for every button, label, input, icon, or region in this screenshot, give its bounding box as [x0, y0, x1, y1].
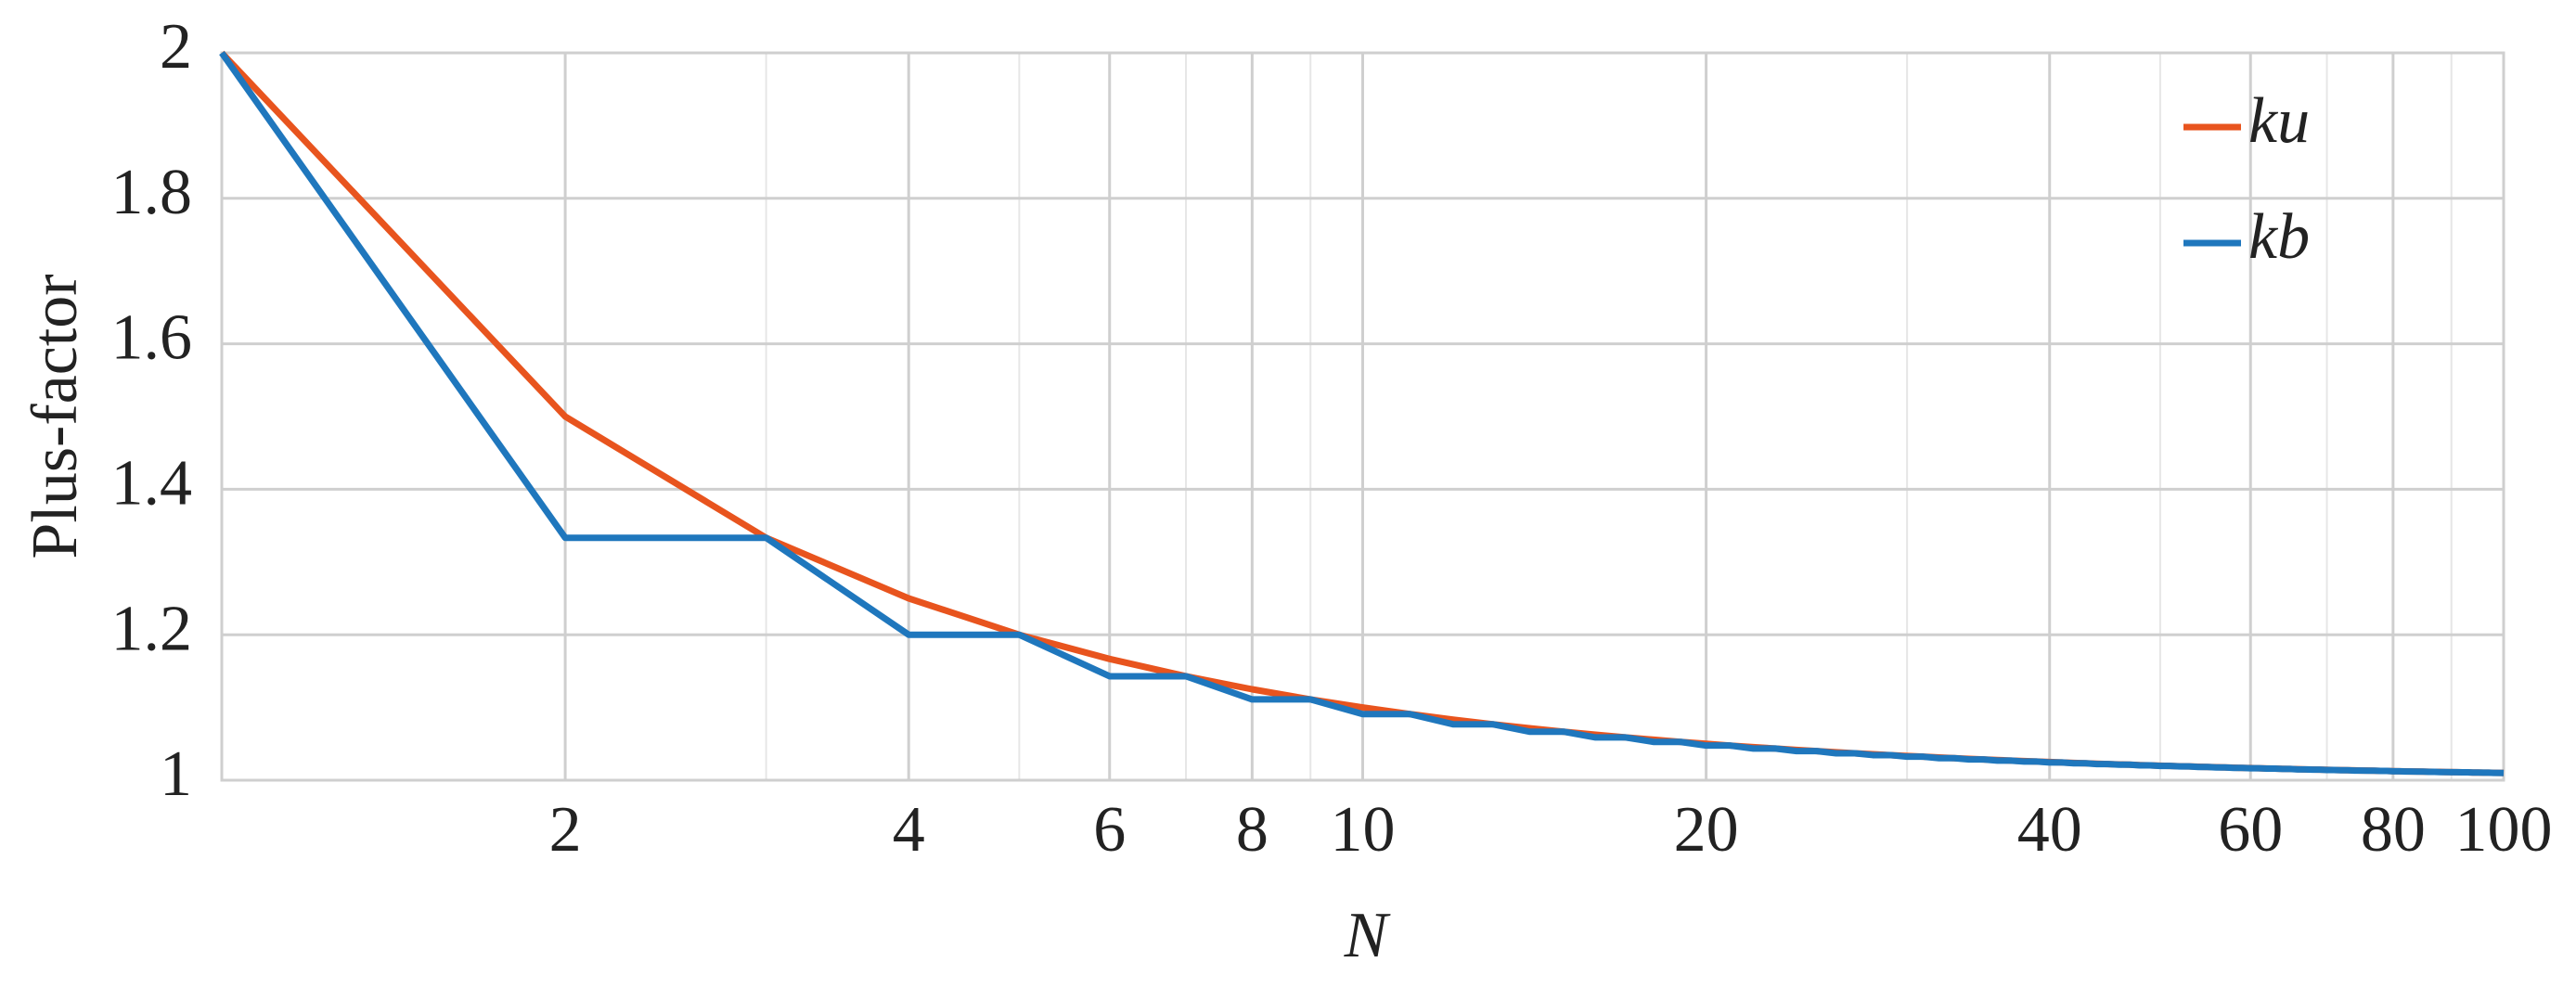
x-tick-label: 20 — [1674, 794, 1739, 866]
legend-label: ku — [2248, 85, 2310, 157]
series-line — [219, 50, 2505, 776]
legend-label: kb — [2248, 201, 2310, 273]
x-tick-label: 2 — [549, 794, 582, 866]
x-tick-label: 80 — [2361, 794, 2426, 866]
x-tick-label: 6 — [1093, 794, 1126, 866]
x-tick-label: 4 — [893, 794, 925, 866]
x-tick-label: 60 — [2218, 794, 2283, 866]
y-tick-label: 1.4 — [111, 447, 193, 519]
x-tick-label: 10 — [1331, 794, 1396, 866]
x-tick-label: 40 — [2017, 794, 2082, 866]
x-tick-label: 100 — [2455, 794, 2553, 866]
x-axis-label: N — [1344, 900, 1391, 971]
x-tick-label: 8 — [1236, 794, 1269, 866]
y-tick-label: 2 — [160, 11, 192, 83]
plot-frame — [220, 51, 2505, 782]
y-axis-label: Plus-factor — [19, 274, 91, 558]
y-tick-label: 1.2 — [111, 593, 193, 664]
y-tick-label: 1.8 — [111, 157, 193, 228]
y-tick-label: 1.6 — [111, 302, 193, 374]
y-tick-label: 1 — [160, 738, 192, 810]
